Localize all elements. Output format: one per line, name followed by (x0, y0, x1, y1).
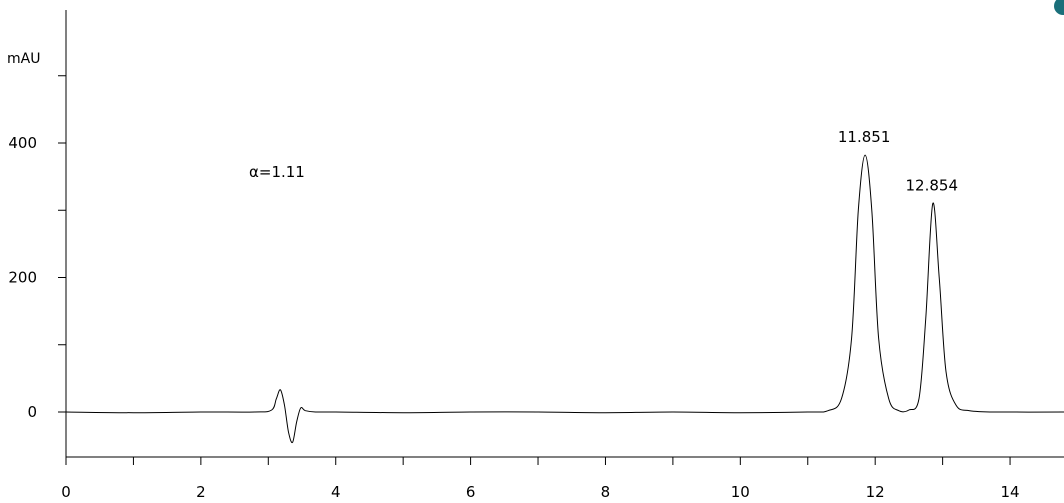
y-axis-unit-label: mAU (7, 51, 40, 67)
corner-marker-icon (1054, 0, 1064, 15)
alpha-annotation: α=1.11 (249, 163, 305, 181)
chart-labels: 0 200 400 mAU 0 2 4 6 8 10 12 14 11.851 12.854 α=1.11 (7, 51, 1020, 501)
x-tick-label: 6 (466, 483, 476, 501)
x-tick-label: 10 (731, 483, 750, 501)
chromatogram-trace (65, 154, 1064, 444)
chart-marks (65, 0, 1064, 444)
x-tick-label: 2 (196, 483, 206, 501)
x-tick-label: 14 (1001, 483, 1020, 501)
peak-label: 11.851 (838, 128, 891, 146)
x-tick-label: 4 (331, 483, 341, 501)
y-tick-label: 200 (8, 269, 37, 287)
y-tick-label: 0 (27, 403, 37, 421)
x-tick-label: 0 (61, 483, 71, 501)
axes (58, 10, 1064, 465)
peak-label: 12.854 (906, 177, 959, 195)
x-tick-label: 12 (866, 483, 885, 501)
x-tick-label: 8 (601, 483, 611, 501)
y-tick-label: 400 (8, 134, 37, 152)
